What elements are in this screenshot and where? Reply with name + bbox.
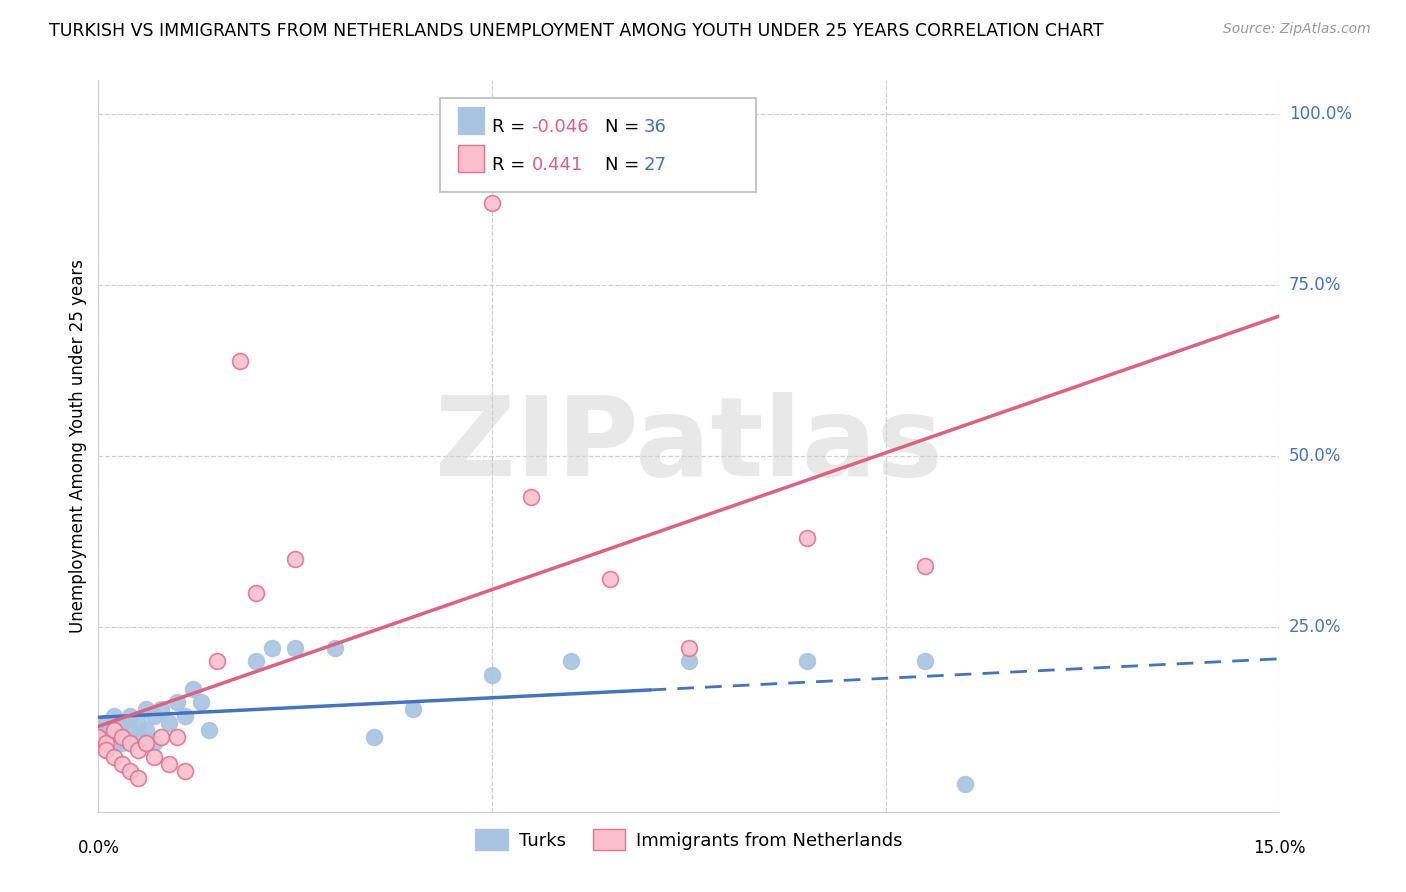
Point [181,681,204,696]
Text: N =: N = [605,118,644,136]
Text: ZIPatlas: ZIPatlas [434,392,943,500]
Point [197,723,219,737]
Text: 15.0%: 15.0% [1253,839,1306,857]
Point [260,640,283,655]
Point [174,764,197,778]
Point [96,743,118,757]
Point [103,709,125,723]
Point [678,640,700,655]
Text: R =: R = [492,118,531,136]
Point [150,702,173,716]
Point [914,654,936,668]
Text: 25.0%: 25.0% [1289,618,1341,636]
Point [135,702,157,716]
Point [481,196,503,211]
Point [103,736,125,750]
Point [560,654,582,668]
Text: 36: 36 [644,118,666,136]
Point [245,654,267,668]
Point [796,531,818,545]
Text: 100.0%: 100.0% [1289,105,1353,123]
Point [103,723,125,737]
Point [142,750,165,764]
Point [520,490,543,504]
Point [323,640,346,655]
Point [96,715,118,730]
Point [174,709,197,723]
Point [678,654,700,668]
Point [150,730,173,744]
Point [87,730,110,744]
Point [111,730,134,744]
Point [111,730,134,744]
Point [111,756,134,771]
Point [142,709,165,723]
Point [103,750,125,764]
Point [402,702,425,716]
Text: N =: N = [605,156,644,174]
Point [796,654,818,668]
Point [127,743,149,757]
Point [118,709,141,723]
Point [127,715,149,730]
Point [284,640,307,655]
Text: 27: 27 [644,156,666,174]
Text: 0.0%: 0.0% [77,839,120,857]
Point [245,586,267,600]
Point [127,771,149,785]
Point [135,723,157,737]
Point [127,730,149,744]
Point [135,736,157,750]
Point [157,715,180,730]
Text: -0.046: -0.046 [531,118,589,136]
Text: 75.0%: 75.0% [1289,277,1341,294]
Point [363,730,385,744]
Text: 50.0%: 50.0% [1289,447,1341,466]
Point [166,730,188,744]
Text: TURKISH VS IMMIGRANTS FROM NETHERLANDS UNEMPLOYMENT AMONG YOUTH UNDER 25 YEARS C: TURKISH VS IMMIGRANTS FROM NETHERLANDS U… [49,22,1104,40]
Point [111,715,134,730]
Point [229,353,252,368]
Legend: Turks, Immigrants from Netherlands: Turks, Immigrants from Netherlands [468,822,910,857]
Point [157,756,180,771]
Point [284,551,307,566]
Point [103,723,125,737]
Point [111,736,134,750]
Point [87,723,110,737]
Point [118,736,141,750]
Point [96,736,118,750]
Point [953,777,976,791]
Point [190,695,212,709]
Point [142,736,165,750]
Point [914,558,936,573]
Text: 0.441: 0.441 [531,156,583,174]
Point [166,695,188,709]
Point [118,764,141,778]
Point [118,723,141,737]
Point [96,730,118,744]
Text: Source: ZipAtlas.com: Source: ZipAtlas.com [1223,22,1371,37]
Point [481,668,503,682]
Text: R =: R = [492,156,531,174]
Y-axis label: Unemployment Among Youth under 25 years: Unemployment Among Youth under 25 years [69,259,87,633]
Point [205,654,228,668]
Point [599,572,621,586]
